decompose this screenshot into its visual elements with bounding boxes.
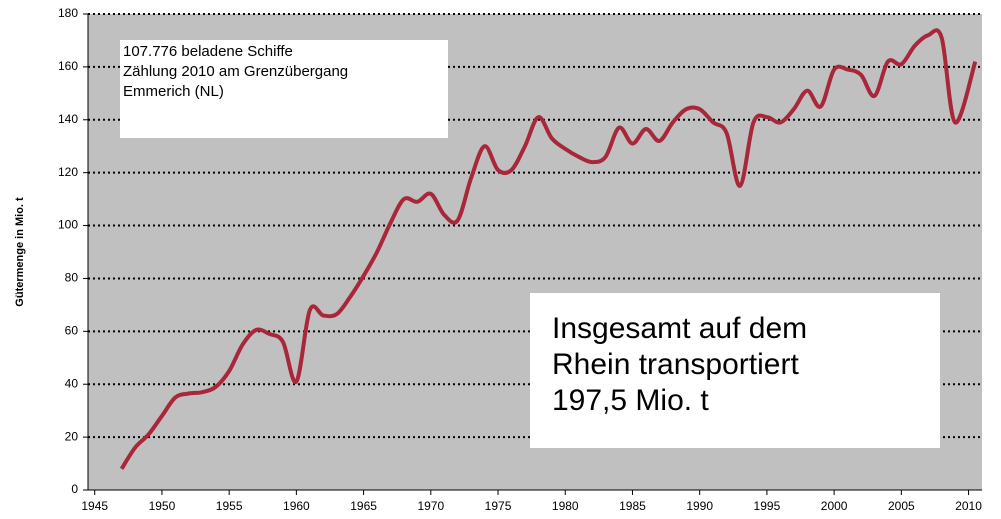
annotation-text: 107.776 beladene Schiffe — [123, 43, 293, 60]
annotation-text: Rhein transportiert — [552, 348, 799, 381]
y-tick-label: 40 — [65, 376, 79, 390]
x-tick-label: 1970 — [417, 499, 444, 513]
x-tick-label: 1995 — [754, 499, 781, 513]
y-axis-label: Gütermenge in Mio. t — [14, 197, 26, 307]
x-tick-label: 1990 — [686, 499, 713, 513]
y-tick-label: 20 — [65, 429, 79, 443]
y-tick-label: 140 — [58, 112, 78, 126]
x-tick-label: 1980 — [552, 499, 579, 513]
y-tick-label: 80 — [65, 271, 79, 285]
annotation-box — [120, 40, 448, 138]
x-tick-label: 2000 — [821, 499, 848, 513]
x-tick-label: 1950 — [149, 499, 176, 513]
x-tick-label: 1975 — [485, 499, 512, 513]
data-line — [119, 28, 978, 470]
y-tick-label: 180 — [58, 6, 78, 20]
x-tick-label: 1965 — [350, 499, 377, 513]
x-tick-label: 1985 — [619, 499, 646, 513]
y-tick-label: 120 — [58, 165, 78, 179]
annotation-text: Zählung 2010 am Grenzübergang — [123, 63, 348, 80]
annotation-text: 197,5 Mio. t — [552, 384, 709, 417]
x-tick-label: 2010 — [955, 499, 982, 513]
y-tick-label: 160 — [58, 59, 78, 73]
x-tick-label: 1955 — [216, 499, 243, 513]
y-tick-label: 100 — [58, 218, 78, 232]
x-tick-label: 2005 — [888, 499, 915, 513]
x-tick-label: 1945 — [81, 499, 108, 513]
annotation-text: Emmerich (NL) — [123, 83, 224, 100]
x-tick-label: 1960 — [283, 499, 310, 513]
y-tick-label: 0 — [71, 482, 78, 496]
annotation-text: Insgesamt auf dem — [552, 312, 807, 345]
annotation-box — [530, 293, 940, 448]
y-tick-label: 60 — [65, 324, 79, 338]
